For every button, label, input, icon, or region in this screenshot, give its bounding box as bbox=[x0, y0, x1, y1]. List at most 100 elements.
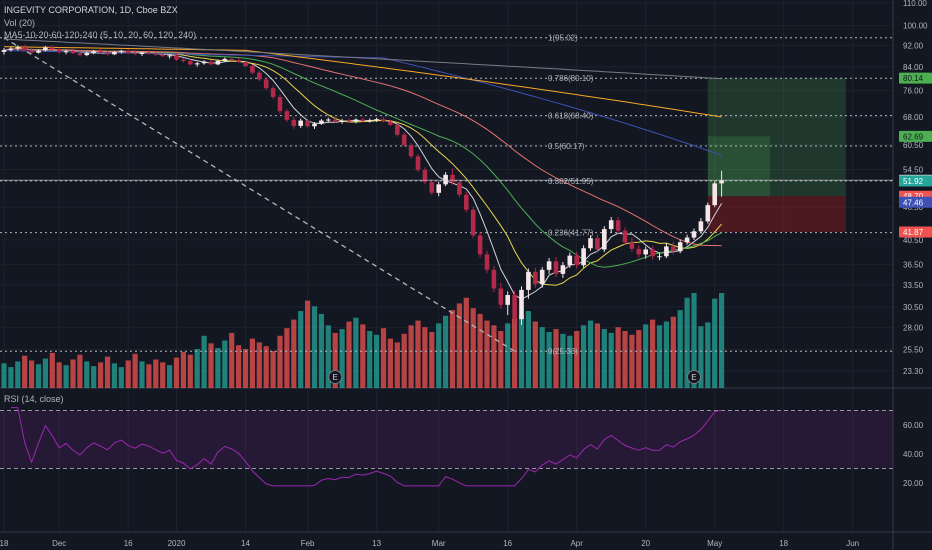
volume-bar bbox=[167, 365, 173, 388]
price-highlight-label: 62.69 bbox=[899, 130, 932, 142]
price-highlight-label: 80.14 bbox=[899, 72, 932, 84]
candle-body bbox=[395, 124, 400, 135]
volume-bar bbox=[332, 332, 338, 388]
candle-body bbox=[77, 53, 83, 56]
candle-body bbox=[263, 79, 269, 89]
volume-bar bbox=[670, 316, 676, 388]
volume-bar bbox=[256, 342, 262, 388]
volume-bar bbox=[56, 362, 62, 388]
time-tick-label: Jun bbox=[846, 539, 859, 548]
volume-bar bbox=[463, 297, 469, 388]
time-tick-label: 18 bbox=[0, 539, 9, 548]
price-highlight-text: 62.69 bbox=[903, 132, 924, 141]
candle-body bbox=[470, 209, 476, 236]
candle-body bbox=[167, 55, 172, 57]
candle-body bbox=[505, 295, 510, 305]
candle-body bbox=[477, 235, 483, 255]
earnings-letter: E bbox=[691, 373, 696, 382]
candle-body bbox=[353, 119, 359, 122]
price-tick-label: 54.50 bbox=[903, 166, 924, 175]
fib-label: 0.236(41.77) bbox=[548, 229, 594, 238]
volume-bar bbox=[104, 356, 111, 388]
volume-bar bbox=[298, 311, 304, 388]
candle-body bbox=[381, 119, 386, 122]
volume-bar bbox=[546, 331, 552, 388]
volume-bar bbox=[525, 311, 531, 388]
volume-bar bbox=[63, 365, 69, 388]
candle-body bbox=[70, 51, 76, 54]
time-tick-label: Mar bbox=[432, 539, 446, 548]
volume-bar bbox=[663, 321, 669, 388]
candle-body bbox=[526, 271, 531, 290]
volume-bar bbox=[360, 324, 366, 388]
candle-body bbox=[422, 169, 428, 183]
candle-body bbox=[588, 238, 593, 249]
candle-body bbox=[698, 221, 704, 232]
price-tick-label: 25.50 bbox=[903, 346, 924, 355]
volume-bar bbox=[677, 310, 683, 388]
volume-bar bbox=[98, 362, 104, 388]
candle-body bbox=[629, 242, 635, 249]
volume-bar bbox=[125, 360, 131, 388]
volume-bar bbox=[277, 335, 283, 388]
price-tick-label: 76.00 bbox=[903, 87, 924, 96]
volume-bar bbox=[111, 363, 117, 388]
price-tick-label: 110.00 bbox=[903, 0, 927, 8]
candle-body bbox=[291, 119, 297, 126]
volume-bar bbox=[1, 363, 7, 388]
volume-bar bbox=[187, 354, 193, 388]
volume-bar bbox=[42, 358, 48, 388]
candle-body bbox=[332, 119, 338, 122]
time-axis: 18 Dec 16 2020 14 Feb 13 Mar 16 Apr 20 May 18 Jun bbox=[0, 539, 859, 548]
price-tick-label: 33.50 bbox=[903, 281, 924, 290]
price-tick-label: 23.30 bbox=[903, 367, 924, 376]
volume-bar bbox=[615, 327, 621, 388]
candle-body bbox=[29, 50, 34, 53]
candle-body bbox=[250, 66, 255, 73]
rsi-band bbox=[0, 410, 893, 469]
candle-body bbox=[608, 220, 614, 230]
candle-body bbox=[50, 47, 55, 50]
volume-bar bbox=[201, 335, 207, 388]
candle-body bbox=[298, 120, 303, 126]
candle-body bbox=[243, 61, 248, 67]
candle-body bbox=[512, 295, 517, 320]
candle-body bbox=[215, 60, 221, 65]
candle-body bbox=[539, 269, 545, 285]
volume-bar bbox=[567, 335, 573, 388]
volume-label[interactable]: Vol (20) bbox=[4, 18, 36, 28]
volume-bar bbox=[263, 346, 269, 388]
candle-body bbox=[664, 246, 669, 257]
rsi-label[interactable]: RSI (14, close) bbox=[4, 394, 64, 404]
candle-body bbox=[622, 230, 628, 243]
volume-bar bbox=[325, 325, 331, 388]
candle-body bbox=[146, 52, 152, 54]
candle-body bbox=[636, 248, 642, 255]
candle-body bbox=[208, 61, 214, 65]
price-highlight-text: 47.46 bbox=[903, 198, 924, 207]
volume-legend: Vol (20) bbox=[4, 18, 35, 28]
volume-bar bbox=[387, 338, 393, 388]
volume-bar bbox=[629, 334, 635, 388]
candle-body bbox=[519, 289, 524, 320]
volume-bar bbox=[643, 324, 649, 388]
ma-label[interactable]: MA5-10-20-60-120-240 (5, 10, 20, 60, 120… bbox=[4, 30, 197, 40]
candle-body bbox=[84, 52, 90, 56]
candle-body bbox=[125, 50, 131, 53]
candle-body bbox=[691, 231, 697, 238]
candle-body bbox=[360, 119, 366, 121]
earnings-letter: E bbox=[333, 373, 338, 382]
price-tick-label: 100.00 bbox=[903, 22, 928, 31]
symbol-legend: INGEVITY CORPORATION, 1D, Cboe BZX bbox=[4, 5, 178, 15]
candle-body bbox=[650, 249, 655, 257]
candle-body bbox=[319, 120, 324, 124]
ma-long-line bbox=[3, 38, 722, 80]
volume-bar bbox=[429, 331, 435, 388]
volume-bar bbox=[242, 349, 249, 388]
symbol-title[interactable]: INGEVITY CORPORATION, 1D, Cboe BZX bbox=[4, 5, 178, 15]
volume-bar bbox=[574, 331, 580, 388]
candle-body bbox=[194, 63, 200, 65]
price-tick-label: 36.50 bbox=[903, 261, 924, 270]
candle-body bbox=[367, 120, 372, 122]
